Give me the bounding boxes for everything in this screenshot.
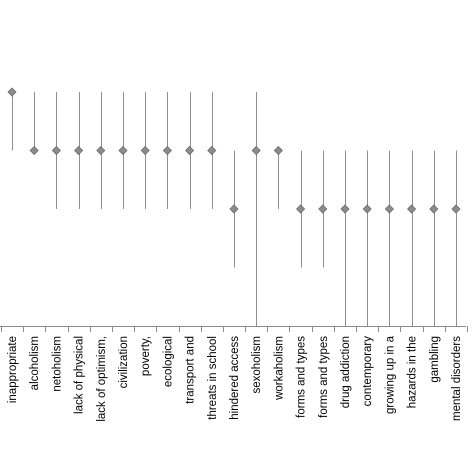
data-point-marker [318, 204, 328, 214]
data-point-marker [185, 145, 195, 156]
data-point-marker [251, 145, 261, 156]
data-point-marker [207, 145, 217, 156]
data-point-marker [74, 145, 84, 156]
data-point-marker [384, 204, 394, 214]
data-point-marker [96, 145, 106, 156]
x-tick-label: workaholism [273, 336, 285, 401]
x-tick-label: sexoholism [251, 336, 263, 394]
x-tick-label: lack of physical [74, 336, 86, 414]
data-point-marker [118, 145, 128, 156]
data-point-marker [273, 145, 283, 156]
x-tick-label: drug addiction [340, 336, 352, 408]
x-tick-label: contemporary [362, 336, 374, 407]
x-tick-label: gambling [429, 336, 441, 383]
data-point-marker [162, 145, 172, 156]
x-tick-label: hazards in the [407, 336, 419, 408]
data-point-marker [229, 204, 239, 214]
x-tick-label: threats in school [207, 336, 219, 420]
data-point-marker [29, 145, 39, 156]
data-point-marker [51, 145, 61, 156]
data-point-marker [340, 204, 350, 214]
x-tick-label: transport and [185, 336, 197, 404]
x-tick-label: ecological [162, 336, 174, 387]
data-point-marker [407, 204, 417, 214]
data-point-marker [7, 87, 17, 97]
data-point-marker [362, 204, 372, 214]
x-tick-label: inappropriate [7, 336, 19, 403]
x-tick-label: netoholism [51, 336, 63, 392]
x-tick-label: mental disorders [451, 336, 463, 421]
data-point-marker [451, 204, 461, 214]
data-point-marker [296, 204, 306, 214]
x-tick-label: growing up in a [384, 335, 396, 414]
x-tick-label: forms and types [296, 336, 308, 418]
x-tick-label: hindered access [229, 336, 241, 420]
x-tick-label: lack of optimism, [96, 336, 108, 422]
x-tick-label: civilization [118, 336, 130, 388]
x-tick-label: alcoholism [29, 336, 41, 390]
data-point-marker [140, 145, 150, 156]
x-tick-label: poverty, [140, 336, 152, 376]
x-tick-label: forms and types [318, 336, 330, 418]
data-point-marker [429, 204, 439, 214]
